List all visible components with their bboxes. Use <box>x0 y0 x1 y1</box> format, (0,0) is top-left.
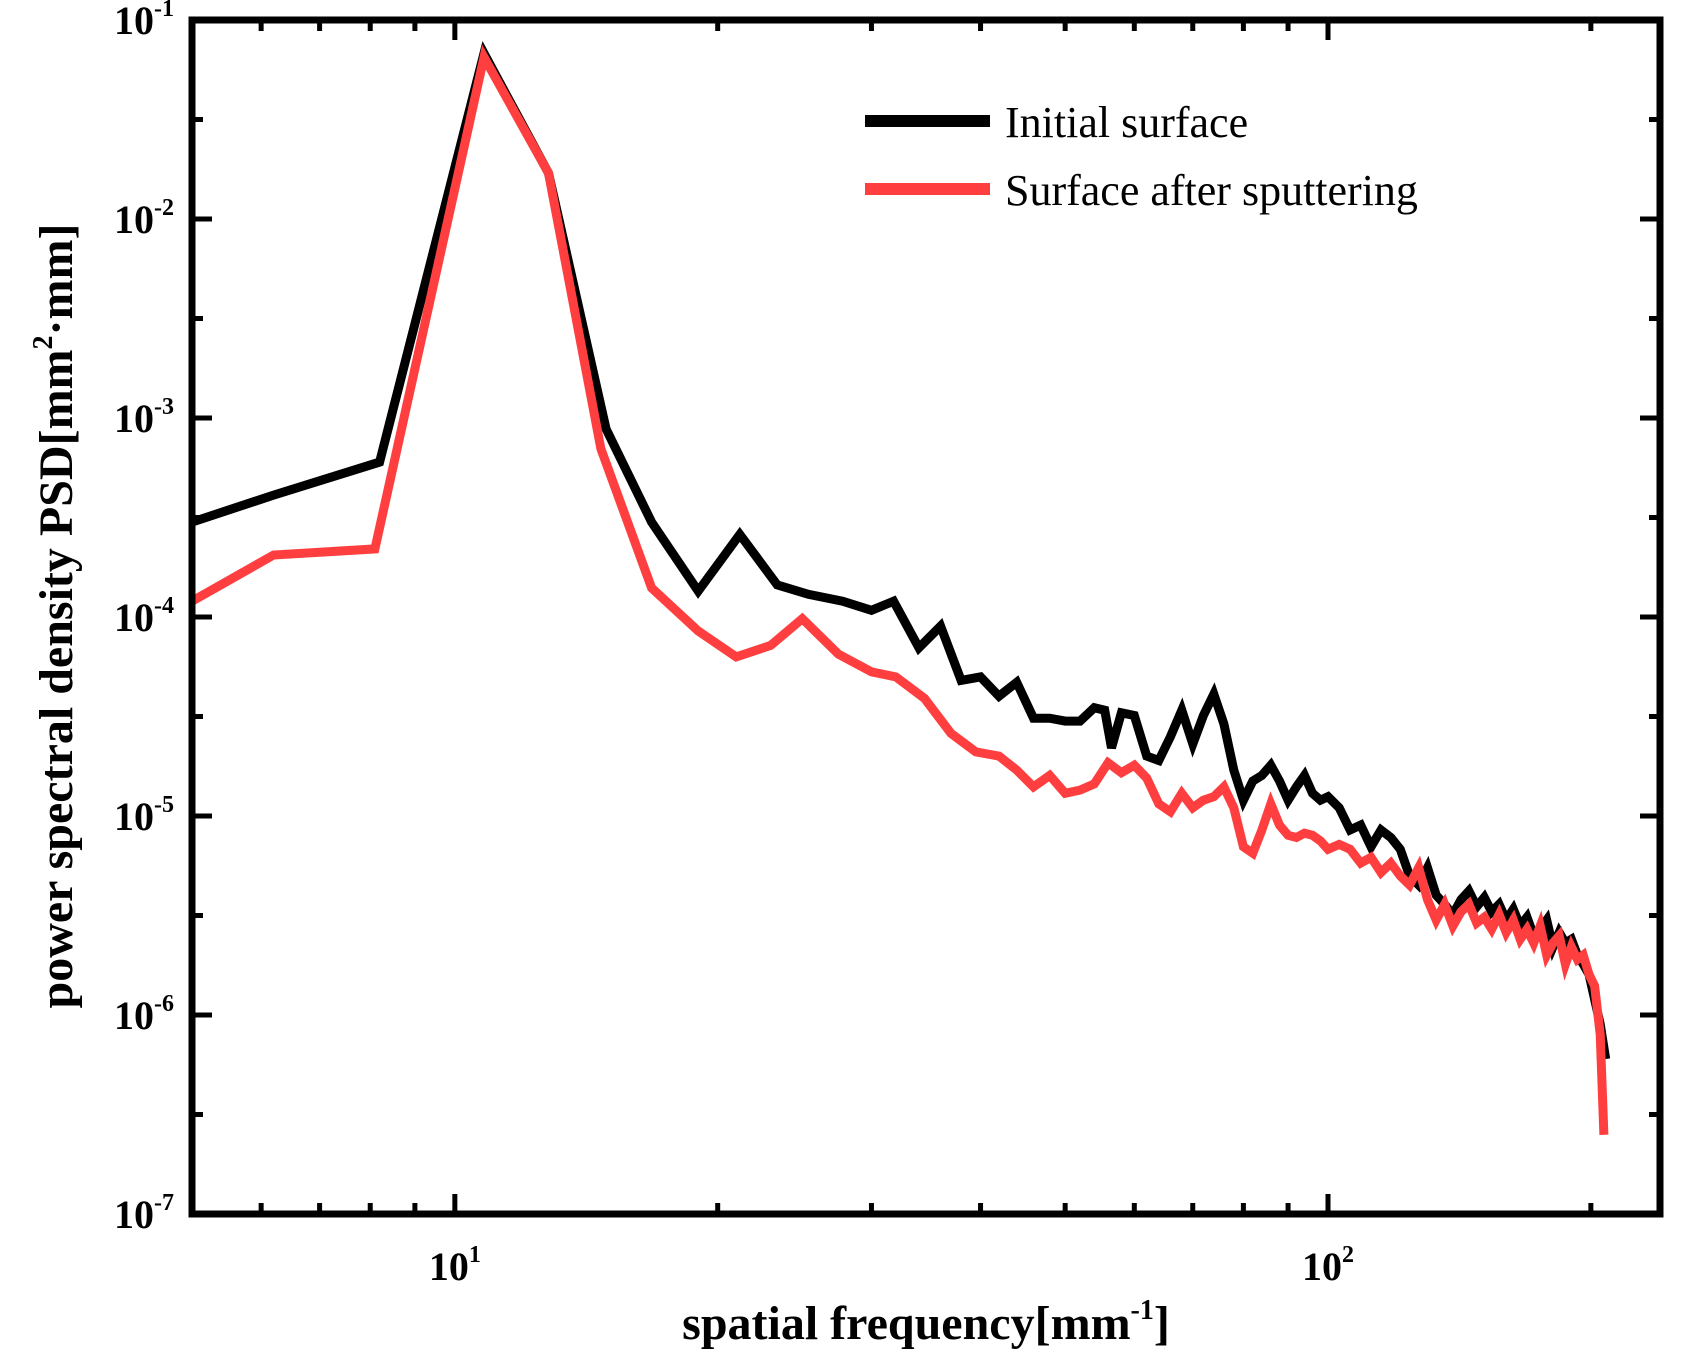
y-tick-label-base: 10 <box>114 396 154 441</box>
x-axis-title-sup: -1 <box>1131 1295 1154 1326</box>
y-tick-label-exp: -1 <box>154 0 174 22</box>
legend: Initial surface Surface after sputtering <box>865 98 1418 215</box>
x-tick-label-base: 10 <box>1302 1244 1342 1289</box>
y-tick-label: 10-6 <box>114 991 174 1038</box>
y-tick-label-base: 10 <box>114 0 154 43</box>
x-tick-label-base: 10 <box>429 1244 469 1289</box>
x-axis-title: spatial frequency[mm-1] <box>682 1295 1170 1350</box>
y-tick-label: 10-3 <box>114 394 174 441</box>
series-line-surface-after-sputtering <box>189 44 1609 1135</box>
y-tick-label-base: 10 <box>114 993 154 1038</box>
y-tick-label-exp: -6 <box>154 991 174 1017</box>
x-axis-title-base: spatial frequency[mm <box>682 1297 1130 1350</box>
y-axis-title-base: power spectral density PSD[mm <box>30 349 83 1008</box>
y-tick-label: 10-2 <box>114 195 174 242</box>
y-axis-title-sup: 2 <box>28 335 59 349</box>
y-axis-title-tail: ·mm] <box>30 223 83 335</box>
y-tick-label-base: 10 <box>114 197 154 242</box>
x-tick-label: 101 <box>429 1242 481 1289</box>
y-axis-title: power spectral density PSD[mm2·mm] <box>28 223 83 1008</box>
y-tick-label-exp: -2 <box>154 195 174 221</box>
y-tick-label: 10-1 <box>114 0 174 43</box>
y-tick-label-base: 10 <box>114 1192 154 1237</box>
y-tick-label-exp: -4 <box>154 593 174 619</box>
y-tick-label-base: 10 <box>114 595 154 640</box>
x-tick-label-exp: 2 <box>1342 1242 1354 1268</box>
x-axis-title-tail: ] <box>1154 1297 1170 1350</box>
legend-label-initial-surface: Initial surface <box>1005 98 1248 147</box>
y-tick-label-exp: -5 <box>154 792 174 818</box>
y-tick-label-exp: -7 <box>154 1190 174 1216</box>
y-tick-label: 10-5 <box>114 792 174 839</box>
y-tick-label: 10-7 <box>114 1190 174 1237</box>
y-tick-label-exp: -3 <box>154 394 174 420</box>
series-layer <box>189 41 1611 1135</box>
x-tick-label-exp: 1 <box>469 1242 481 1268</box>
y-tick-label: 10-4 <box>114 593 174 640</box>
y-tick-label-base: 10 <box>114 794 154 839</box>
x-tick-label: 102 <box>1302 1242 1354 1289</box>
legend-label-surface-after-sputtering: Surface after sputtering <box>1005 166 1418 215</box>
plot-frame <box>188 16 1664 1218</box>
